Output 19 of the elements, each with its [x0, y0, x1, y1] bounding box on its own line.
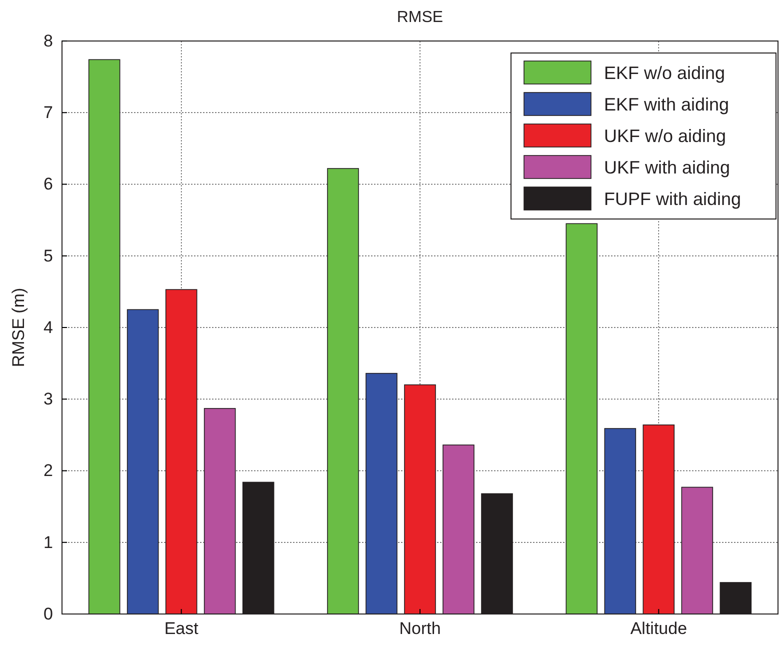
y-axis-title: RMSE (m) — [9, 288, 28, 368]
y-tick-label: 6 — [44, 174, 53, 194]
x-tick-label: East — [164, 619, 199, 638]
y-tick-label: 3 — [44, 390, 53, 409]
y-tick-label: 0 — [44, 604, 53, 624]
y-tick-label: 7 — [44, 103, 53, 122]
legend-label: EKF w/o aiding — [604, 63, 726, 83]
y-tick-label: 4 — [44, 318, 53, 337]
legend-label: EKF with aiding — [604, 94, 730, 114]
y-tick-label: 1 — [44, 532, 53, 552]
x-tick-label: North — [399, 619, 441, 638]
legend-label: FUPF with aiding — [604, 189, 742, 209]
y-tick-label: 2 — [44, 461, 53, 480]
y-tick-label: 5 — [44, 246, 53, 266]
chart-title: RMSE — [396, 9, 444, 26]
x-tick-label: Altitude — [630, 619, 688, 638]
y-tick-label: 8 — [44, 31, 53, 50]
legend-label: UKF w/o aiding — [604, 126, 726, 146]
legend-label: UKF with aiding — [604, 158, 730, 178]
